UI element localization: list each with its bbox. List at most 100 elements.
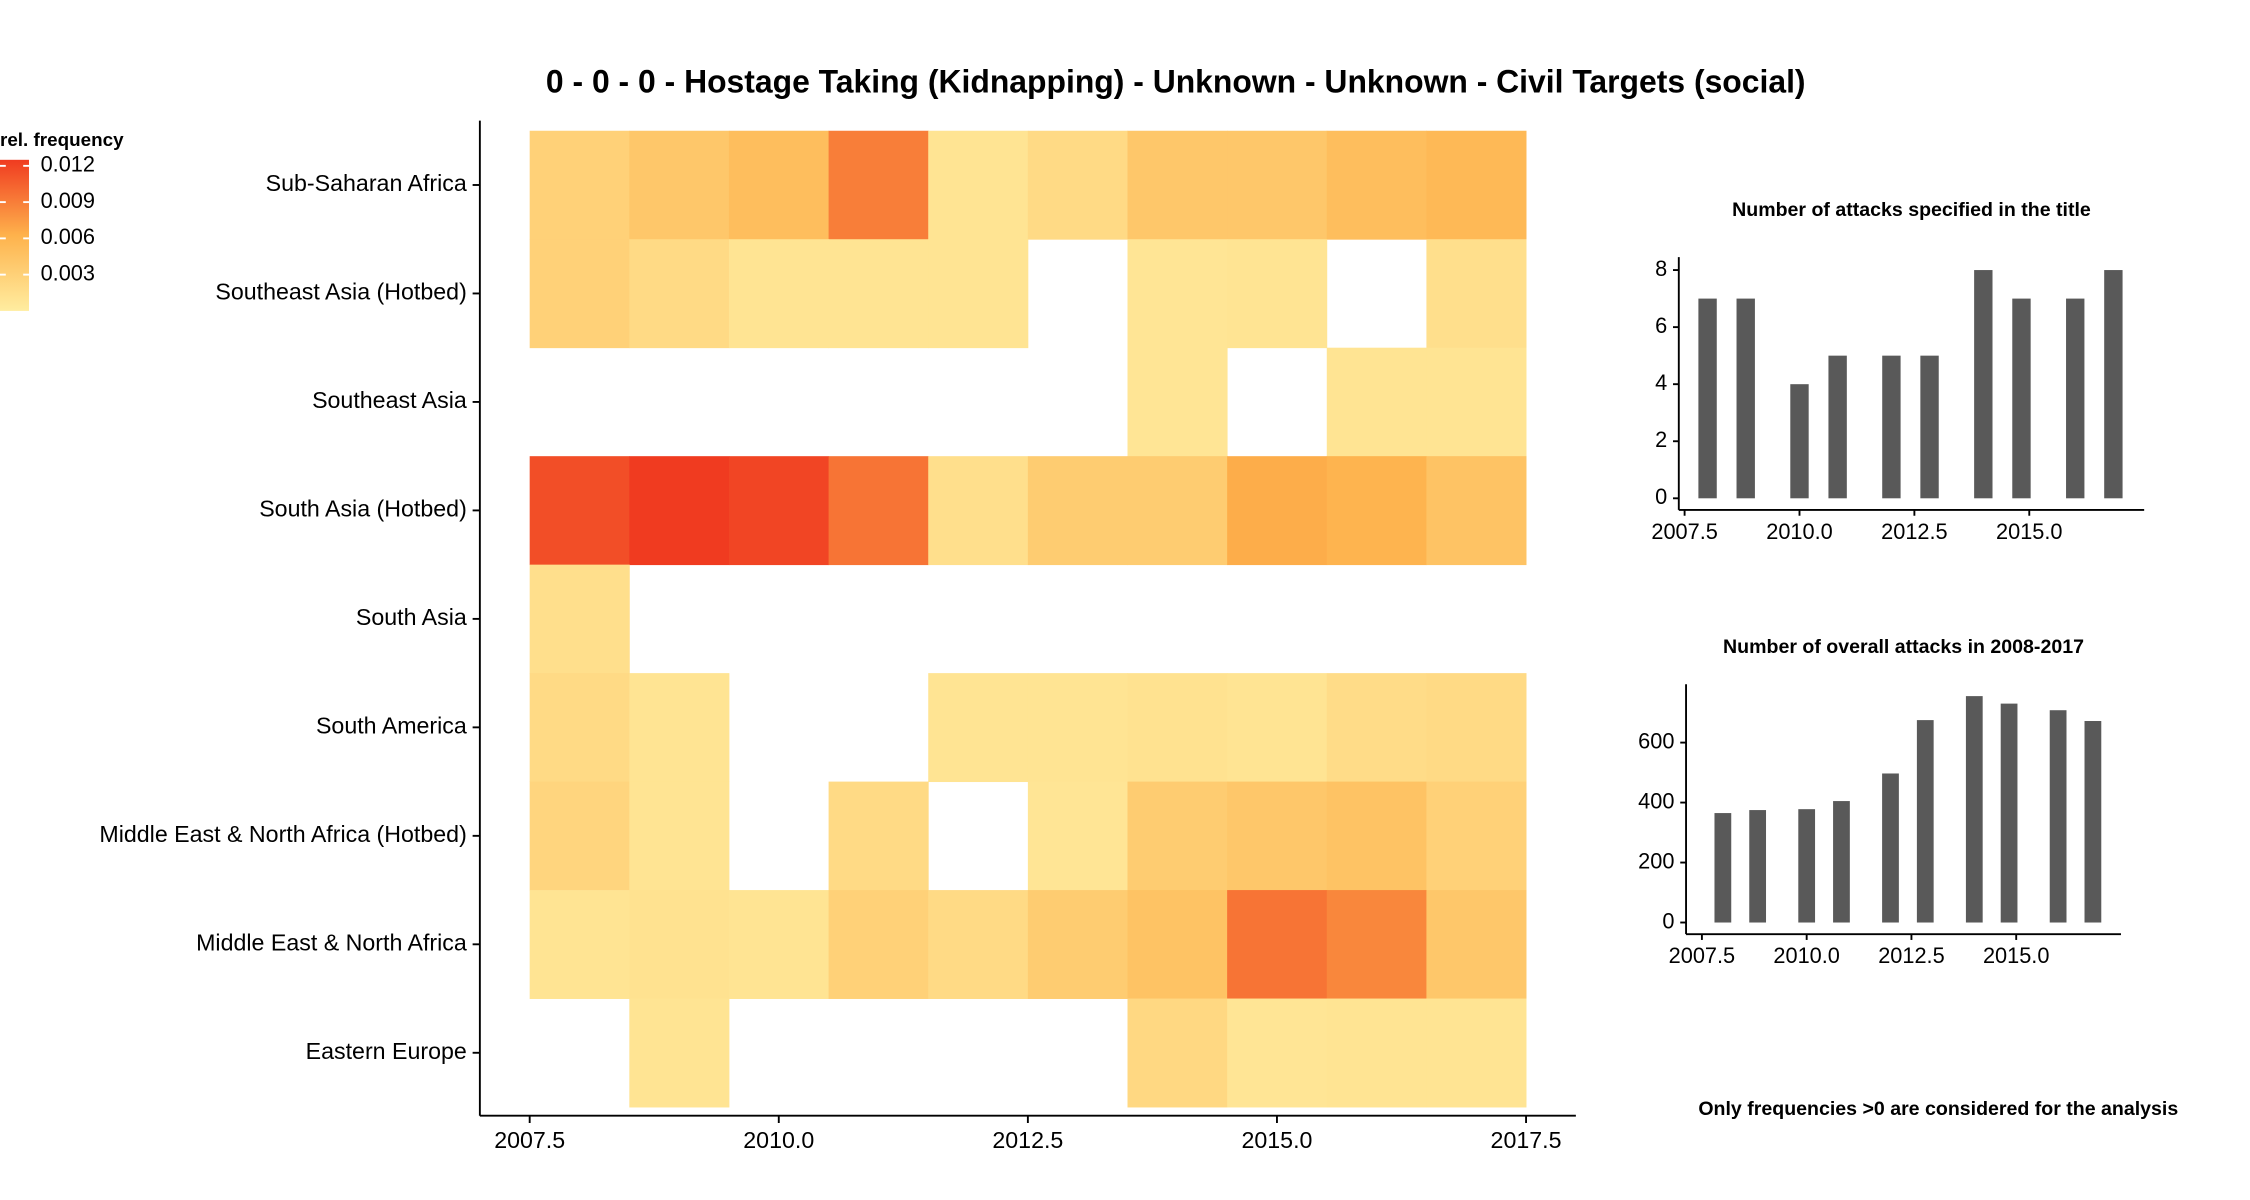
y-tick-label: 200 bbox=[1638, 848, 1674, 873]
bar bbox=[1790, 384, 1809, 499]
bar bbox=[1749, 810, 1767, 923]
heatmap-cell bbox=[1426, 890, 1527, 999]
heatmap-cell bbox=[1326, 998, 1427, 1108]
color-bar bbox=[0, 159, 29, 311]
heatmap-cell bbox=[1027, 130, 1128, 240]
y-tick-label: 2 bbox=[1655, 427, 1667, 452]
bar bbox=[1916, 720, 1934, 923]
heatmap-cell bbox=[1326, 673, 1427, 783]
x-tick-label: 2012.5 bbox=[1881, 519, 1947, 544]
heatmap-cell bbox=[1127, 781, 1228, 891]
y-tick-label: Southeast Asia bbox=[312, 387, 467, 413]
heatmap-cell bbox=[928, 890, 1029, 999]
x-tick-label: 2017.5 bbox=[1491, 1127, 1562, 1153]
x-tick-label: 2015.0 bbox=[1983, 943, 2049, 968]
bar bbox=[1828, 355, 1847, 499]
y-tick-label: Sub-Saharan Africa bbox=[266, 170, 467, 196]
heatmap-cell bbox=[1027, 456, 1128, 566]
x-tick-label: 2015.0 bbox=[1241, 1127, 1312, 1153]
legend-label: 0.003 bbox=[41, 260, 95, 285]
heatmap-cell bbox=[728, 890, 830, 999]
bar bbox=[1920, 355, 1939, 499]
heatmap-cell bbox=[828, 781, 929, 891]
heatmap-cell bbox=[1426, 347, 1527, 457]
x-tick-label: 2007.5 bbox=[1669, 943, 1735, 968]
heatmap-cell bbox=[629, 998, 730, 1108]
bar bbox=[1798, 809, 1816, 923]
legend-label: 0.009 bbox=[41, 188, 95, 213]
y-tick-label: Eastern Europe bbox=[306, 1038, 467, 1064]
heatmap-cell bbox=[1227, 781, 1328, 891]
heatmap-cell bbox=[1227, 239, 1328, 349]
subplot-title: Number of attacks specified in the title bbox=[1732, 199, 2091, 221]
y-tick-label: South Asia bbox=[356, 604, 467, 630]
bar bbox=[1736, 298, 1755, 499]
y-tick-label: 400 bbox=[1638, 788, 1674, 813]
bar bbox=[2104, 270, 2123, 499]
heatmap-cell bbox=[1426, 456, 1527, 566]
heatmap-cell bbox=[1027, 890, 1128, 999]
heatmap-cell bbox=[728, 130, 830, 240]
heatmap-cell bbox=[529, 673, 630, 783]
bar bbox=[1974, 270, 1993, 499]
heatmap-cell bbox=[828, 890, 929, 999]
bar bbox=[1965, 696, 1983, 923]
x-tick-label: 2010.0 bbox=[1766, 519, 1832, 544]
y-tick-label: 0 bbox=[1662, 908, 1674, 933]
bar bbox=[1833, 801, 1850, 923]
caption: Only frequencies >0 are considered for t… bbox=[1698, 1098, 2178, 1120]
x-tick-label: 2007.5 bbox=[1651, 519, 1717, 544]
y-tick-label: 8 bbox=[1655, 256, 1667, 281]
heatmap-cell bbox=[1426, 239, 1527, 349]
x-tick-label: 2010.0 bbox=[1773, 943, 1839, 968]
heatmap-cell bbox=[1227, 890, 1328, 999]
heatmap-cell bbox=[1027, 673, 1128, 783]
x-tick-label: 2012.5 bbox=[1878, 943, 1944, 968]
heatmap-cell bbox=[1426, 781, 1527, 891]
heatmap-cell bbox=[529, 239, 630, 349]
y-tick-label: Middle East & North Africa (Hotbed) bbox=[99, 821, 466, 847]
heatmap-cell bbox=[1227, 998, 1328, 1108]
bar bbox=[1698, 298, 1717, 499]
heatmap-cell bbox=[1326, 130, 1427, 240]
y-tick-label: Middle East & North Africa bbox=[196, 929, 467, 955]
y-tick-label: Southeast Asia (Hotbed) bbox=[215, 279, 466, 305]
heatmap-cell bbox=[828, 239, 929, 349]
bar bbox=[2049, 710, 2067, 923]
bar bbox=[1882, 355, 1901, 499]
heatmap-cell bbox=[1426, 998, 1527, 1108]
heatmap-cell bbox=[529, 564, 630, 674]
bar bbox=[2000, 703, 2018, 923]
x-tick-label: 2012.5 bbox=[992, 1127, 1063, 1153]
heatmap-cell bbox=[629, 239, 730, 349]
heatmap-cell bbox=[629, 781, 730, 891]
heatmap-cell bbox=[1127, 673, 1228, 783]
heatmap-cell bbox=[629, 890, 730, 999]
heatmap-cell bbox=[928, 130, 1029, 240]
heatmap-cell bbox=[1227, 130, 1328, 240]
heatmap-cell bbox=[529, 781, 630, 891]
heatmap-cell bbox=[1127, 456, 1228, 566]
legend-label: 0.006 bbox=[41, 224, 95, 249]
heatmap-cell bbox=[529, 456, 630, 566]
subplot-title: Number of overall attacks in 2008-2017 bbox=[1723, 636, 2084, 658]
chart-title: 0 - 0 - 0 - Hostage Taking (Kidnapping) … bbox=[546, 64, 1806, 100]
legend-label: 0.012 bbox=[41, 152, 95, 177]
y-tick-label: 600 bbox=[1638, 728, 1674, 753]
bar bbox=[1714, 813, 1732, 923]
heatmap-cell bbox=[928, 456, 1029, 566]
y-tick-label: 0 bbox=[1655, 484, 1667, 509]
heatmap-cell bbox=[1426, 130, 1527, 240]
heatmap-cell bbox=[1426, 673, 1527, 783]
x-tick-label: 2010.0 bbox=[743, 1127, 814, 1153]
y-tick-label: 4 bbox=[1655, 370, 1667, 395]
heatmap-cell bbox=[629, 130, 730, 240]
heatmap-cell bbox=[1127, 890, 1228, 999]
bar bbox=[2012, 298, 2031, 499]
heatmap-cell bbox=[1127, 347, 1228, 457]
heatmap-cell bbox=[1326, 890, 1427, 999]
heatmap-cell bbox=[1227, 456, 1328, 566]
heatmap-cell bbox=[828, 130, 929, 240]
heatmap-cell bbox=[828, 456, 929, 566]
